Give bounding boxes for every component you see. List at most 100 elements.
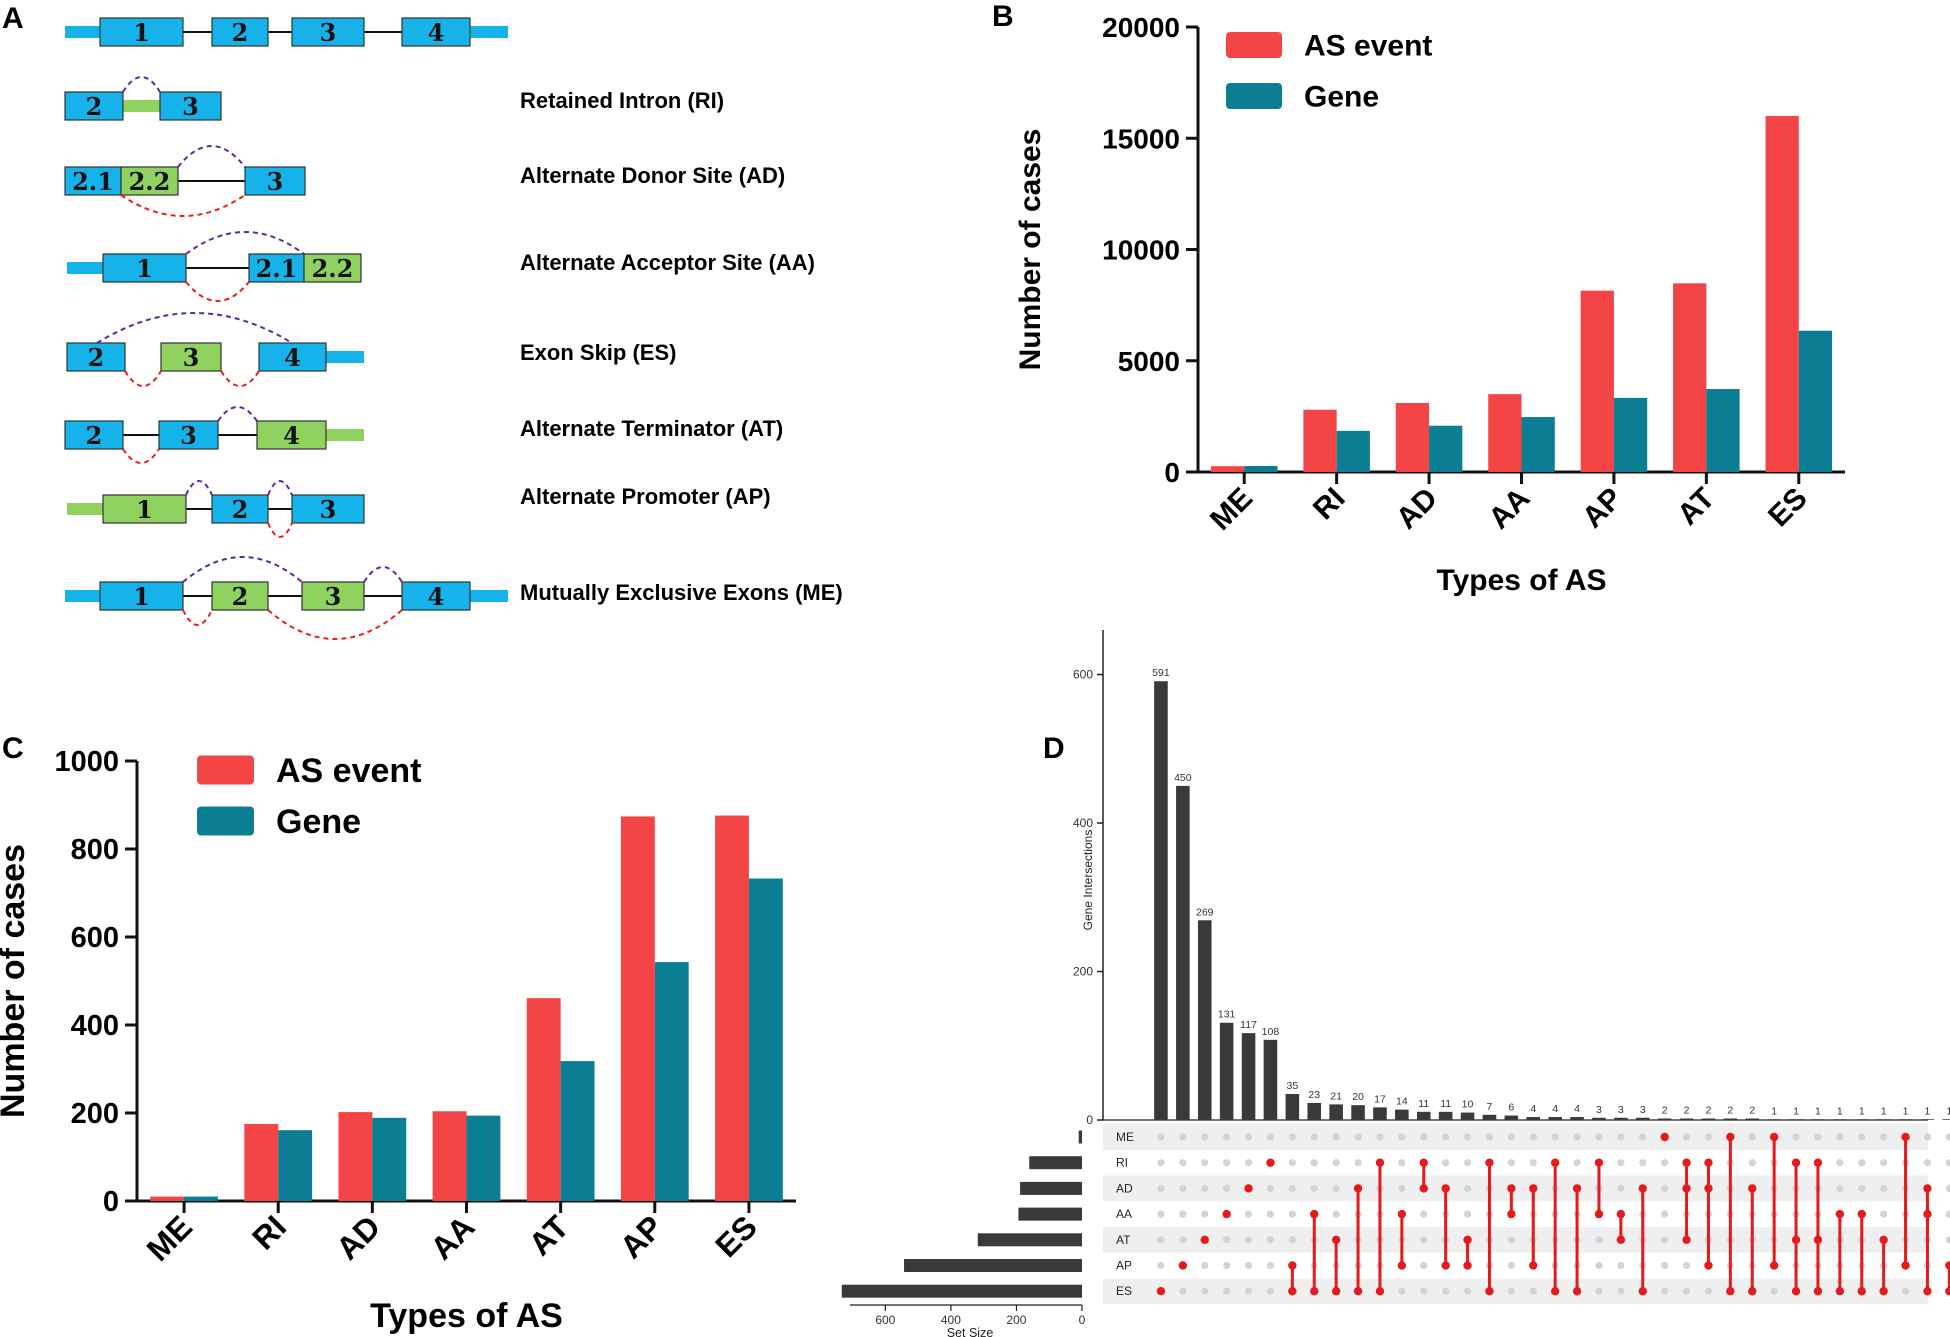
upset-intersection-value: 2 [1727, 1105, 1733, 1117]
upset-empty-dot [1157, 1210, 1165, 1218]
upset-active-dot [1704, 1158, 1713, 1167]
upset-empty-dot [1332, 1210, 1340, 1218]
upset-set-size-bar-me [1078, 1130, 1082, 1144]
upset-set-size-tick-label: 0 [1079, 1313, 1086, 1327]
upset-set-label-ap: AP [1116, 1259, 1132, 1273]
at-exon-3 [158, 420, 219, 450]
at-exon-3-label: 3 [180, 421, 197, 450]
upset-empty-dot [1288, 1159, 1296, 1167]
upset-empty-dot [1201, 1261, 1209, 1270]
upset-set-label-at: AT [1116, 1233, 1131, 1247]
me-exon-2-label: 2 [232, 582, 249, 611]
splice-type-label-2: Alternate Donor Site (AD) [520, 163, 785, 188]
upset-empty-dot [1770, 1287, 1778, 1295]
panel-b-x-tick-label-ap: AP [1576, 482, 1629, 535]
upset-empty-dot [1595, 1133, 1603, 1141]
ref-exon-4-label: 4 [428, 18, 445, 47]
upset-set-size-bar-ad [1020, 1181, 1082, 1195]
panel-b-y-axis-label: Number of cases [1014, 129, 1047, 371]
upset-empty-dot [1661, 1159, 1669, 1167]
panel-b-bar-as-event-aa [1488, 394, 1522, 472]
ri-exon-2-label: 2 [86, 92, 103, 121]
upset-empty-dot [1945, 1184, 1950, 1192]
panel-b-x-tick-label-at: AT [1671, 482, 1721, 532]
upset-active-dot [1441, 1261, 1450, 1270]
upset-empty-dot [1858, 1184, 1866, 1192]
upset-intersection-value: 2 [1684, 1105, 1690, 1117]
upset-empty-dot [1792, 1133, 1800, 1141]
upset-empty-dot [1244, 1261, 1253, 1270]
upset-intersection-bar [1176, 785, 1190, 1120]
upset-empty-dot [1179, 1159, 1187, 1167]
panel-b-bar-gene-ap [1613, 397, 1648, 472]
es-exon-3 [160, 342, 222, 372]
upset-empty-dot [1244, 1133, 1253, 1141]
ad-exon-3 [244, 166, 306, 196]
me-utr-right [470, 590, 508, 602]
upset-active-dot [1923, 1184, 1932, 1193]
upset-active-dot [1331, 1287, 1341, 1296]
ap-exon-3-label: 3 [320, 495, 337, 524]
upset-intersection-bar [1482, 1114, 1497, 1120]
upset-empty-dot [1617, 1184, 1625, 1192]
upset-empty-dot [1836, 1184, 1844, 1192]
upset-empty-dot [1704, 1133, 1713, 1141]
upset-empty-dot [1661, 1210, 1669, 1218]
upset-active-dot [1288, 1261, 1297, 1270]
aa-arc-up [185, 231, 305, 255]
ref-exon-1 [99, 17, 184, 47]
upset-intersection-bar [1876, 1119, 1891, 1120]
upset-active-dot [1550, 1287, 1560, 1296]
upset-intersection-value: 3 [1640, 1104, 1646, 1116]
splice-type-label-1: Retained Intron (RI) [520, 88, 724, 113]
upset-empty-dot [1748, 1133, 1756, 1141]
upset-empty-dot [1507, 1159, 1515, 1167]
upset-intersection-value: 17 [1374, 1093, 1386, 1105]
es-exon-4 [258, 342, 327, 372]
upset-intersection-bar [1833, 1119, 1847, 1120]
upset-empty-dot [1201, 1210, 1209, 1218]
panel-c-bar-gene-ad [372, 1117, 407, 1201]
upset-empty-dot [1682, 1261, 1691, 1270]
upset-active-dot [1353, 1287, 1363, 1296]
upset-empty-dot [1244, 1236, 1253, 1244]
upset-empty-dot [1354, 1159, 1362, 1167]
upset-empty-dot [1529, 1287, 1537, 1295]
upset-set-size-bar-at [977, 1233, 1082, 1247]
upset-active-dot [1419, 1158, 1428, 1167]
ap-exon-2-label: 2 [232, 495, 249, 524]
upset-empty-dot [1661, 1287, 1669, 1295]
upset-empty-dot [1310, 1133, 1318, 1141]
upset-active-dot [1748, 1287, 1757, 1296]
panel-b-x-tick-label-ad: AD [1390, 482, 1444, 536]
upset-empty-dot [1858, 1159, 1866, 1167]
ri-exon-3 [159, 91, 222, 121]
upset-intersection-value: 3 [1618, 1104, 1624, 1116]
upset-set-size-bar-aa [1018, 1207, 1082, 1221]
panel-c-x-tick-label-ap: AP [613, 1208, 670, 1265]
upset-empty-dot [1420, 1287, 1428, 1295]
upset-empty-dot [1332, 1184, 1340, 1192]
upset-intersection-bar [1898, 1119, 1913, 1120]
panel-c-bar-as-event-ap [620, 816, 655, 1201]
upset-empty-dot [1332, 1133, 1340, 1141]
panel-b-legend-swatch-gene [1226, 83, 1282, 109]
upset-empty-dot [1945, 1133, 1950, 1141]
upset-empty-dot [1639, 1133, 1647, 1141]
upset-intersection-value: 1 [1903, 1105, 1909, 1117]
panel-c-y-tick-label: 200 [71, 1098, 119, 1130]
ri-exon-3-label: 3 [182, 92, 199, 121]
upset-empty-dot [1595, 1236, 1603, 1244]
upset-empty-dot [1310, 1159, 1318, 1167]
upset-intersection-value: 7 [1487, 1101, 1493, 1113]
upset-empty-dot [1266, 1236, 1275, 1244]
upset-empty-dot [1880, 1159, 1888, 1167]
at-exon-4 [256, 420, 327, 450]
ref-exon-1-label: 1 [133, 18, 150, 47]
upset-intersection-bar [1592, 1117, 1606, 1120]
at-exon-2-label: 2 [86, 421, 103, 450]
upset-intersection-bar [1438, 1111, 1453, 1120]
upset-intersection-bar [1635, 1117, 1650, 1120]
panel-c-legend-swatch-gene [197, 806, 254, 836]
upset-empty-dot [1617, 1287, 1625, 1295]
